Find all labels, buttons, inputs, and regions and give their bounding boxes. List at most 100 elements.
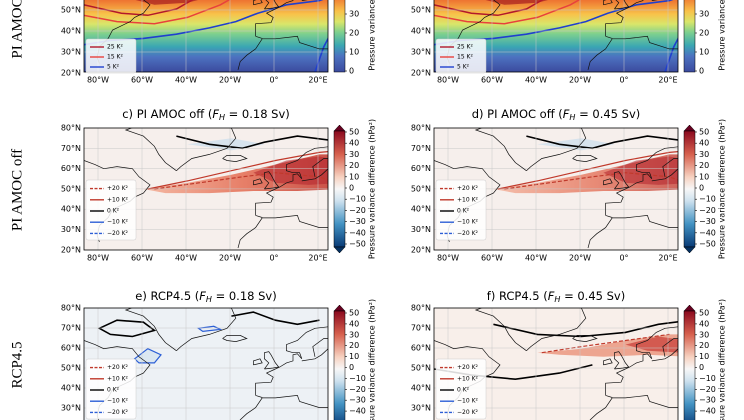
legend-label: 5 K² xyxy=(107,64,120,71)
colorbar-label: Pressure variance xyxy=(718,0,727,71)
lat-tick-label: 30°N xyxy=(411,48,431,57)
coastline xyxy=(474,128,587,171)
legend-label: 0 K² xyxy=(457,387,470,394)
row-label: RCP4.5 xyxy=(9,341,25,388)
coastline xyxy=(651,168,678,182)
title-text: f) RCP4.5 ( xyxy=(487,289,548,303)
title-subscript: H xyxy=(569,113,575,122)
colorbar-tick-label: 30 xyxy=(349,10,359,19)
coastline xyxy=(614,0,630,10)
panels: 50°N 40°N 30°N 20°N 80°W 60°W 40°W 20°W 0° 20°E 25… xyxy=(61,0,727,420)
title-symbol: F xyxy=(212,107,219,121)
contour xyxy=(147,151,328,190)
legend-label: +10 K² xyxy=(457,196,479,203)
title-subscript: H xyxy=(219,113,225,122)
colorbar-label: Pressure variance difference (hPa²) xyxy=(368,299,377,420)
title-text: = 0.18 Sv) xyxy=(212,289,277,303)
title-text: = 0.45 Sv) xyxy=(575,107,640,121)
colorbar-tick-label: −30 xyxy=(349,217,366,226)
legend-box xyxy=(435,358,487,420)
panel-title: f) RCP4.5 (FH = 0.45 Sv) xyxy=(487,289,625,304)
contour xyxy=(97,319,157,338)
legend-label: 0 K² xyxy=(107,387,120,394)
coastline xyxy=(255,146,328,216)
colorbar-tick-label: −40 xyxy=(699,407,716,416)
colorbar-tick-label: 30 xyxy=(349,330,359,339)
lat-tick-label: 40°N xyxy=(61,384,81,393)
colorbar-tick-label: 20 xyxy=(349,341,359,350)
field-core xyxy=(253,156,328,185)
colorbar-tick-label: 0 xyxy=(349,363,354,372)
coastline xyxy=(614,171,630,190)
contour xyxy=(133,348,162,364)
lat-tick-label: 50°N xyxy=(411,364,431,373)
lon-tick-label: 40°W xyxy=(525,254,547,263)
coastline xyxy=(255,395,263,398)
title-symbol: F xyxy=(548,289,555,303)
lon-tick-label: 0° xyxy=(619,254,628,263)
lon-tick-label: 20°W xyxy=(569,76,591,85)
colorbar-tick-label: −10 xyxy=(699,195,716,204)
panel: 50°N 40°N 30°N 20°N 80°W 60°W 40°W 20°W 0° 20°E 25… xyxy=(411,0,727,85)
coastline xyxy=(605,146,678,216)
panel: 80°N 70°N 60°N 50°N 40°N 30°N f) RCP4.5 (FH = … xyxy=(411,289,727,420)
field-blob xyxy=(485,0,549,5)
coastline xyxy=(255,0,294,37)
coastline xyxy=(301,168,328,182)
legend-label: 5 K² xyxy=(457,64,470,71)
colorbar-tick-label: −50 xyxy=(699,240,716,249)
lat-tick-label: 80°N xyxy=(411,124,431,133)
colorbar-tick-label: −20 xyxy=(349,385,366,394)
coastline xyxy=(587,215,678,249)
coastline xyxy=(603,0,613,6)
colorbar-tick-label: 10 xyxy=(699,172,709,181)
coastline xyxy=(662,158,678,177)
colorbar-label: Pressure variance xyxy=(368,0,377,71)
colorbar-tick-label: −40 xyxy=(349,407,366,416)
lat-tick-label: 20°N xyxy=(61,245,81,254)
colorbar-tick-label: −40 xyxy=(699,228,716,237)
lat-tick-label: 70°N xyxy=(61,144,81,153)
panel: 50°N 40°N 30°N 20°N 80°W 60°W 40°W 20°W 0° 20°E 25… xyxy=(61,0,377,85)
lat-tick-label: 60°N xyxy=(411,164,431,173)
lat-tick-label: 30°N xyxy=(411,404,431,413)
colorbar-tick-label: −10 xyxy=(699,374,716,383)
lon-tick-label: 20°E xyxy=(308,254,327,263)
lon-tick-label: 40°W xyxy=(175,254,197,263)
lon-tick-label: 80°W xyxy=(437,254,459,263)
legend-label: +10 K² xyxy=(107,196,129,203)
lat-tick-label: 50°N xyxy=(411,6,431,15)
legend-label: 25 K² xyxy=(107,44,123,51)
lon-tick-label: 20°E xyxy=(308,76,327,85)
colorbar-tick-label: 10 xyxy=(699,48,709,57)
colorbar-label: Pressure variance difference (hPa²) xyxy=(718,119,727,259)
colorbar-cap xyxy=(683,124,696,132)
colorbar-tick-label: −10 xyxy=(349,374,366,383)
lat-tick-label: 40°N xyxy=(411,205,431,214)
field-core xyxy=(603,156,678,185)
map-frame xyxy=(83,307,329,420)
colorbar-tick-label: 20 xyxy=(699,29,709,38)
contour xyxy=(541,333,670,354)
lat-tick-label: 30°N xyxy=(411,225,431,234)
colorbar-tick-label: 30 xyxy=(699,330,709,339)
colorbar-tick-label: 0 xyxy=(699,67,704,76)
panel-title: d) PI AMOC off (FH = 0.45 Sv) xyxy=(472,107,641,122)
lat-tick-label: 40°N xyxy=(61,27,81,36)
lat-tick-label: 30°N xyxy=(61,404,81,413)
colorbar xyxy=(683,0,696,73)
colorbar-tick-label: 20 xyxy=(699,161,709,170)
map-frame xyxy=(433,307,679,420)
colorbar-cap xyxy=(683,304,696,312)
colorbar-cap xyxy=(333,304,346,312)
coastline xyxy=(255,326,328,396)
coastline xyxy=(253,358,263,366)
panel: 80°N 70°N 60°N 50°N 40°N 30°N e) RCP4.5 (FH = … xyxy=(61,289,377,420)
coastline xyxy=(589,395,678,420)
contour xyxy=(497,151,678,190)
title-subscript: H xyxy=(554,295,560,304)
coastline xyxy=(572,335,598,342)
colorbar-tick-label: 20 xyxy=(349,161,359,170)
coastline xyxy=(264,171,280,190)
lat-tick-label: 50°N xyxy=(411,184,431,193)
